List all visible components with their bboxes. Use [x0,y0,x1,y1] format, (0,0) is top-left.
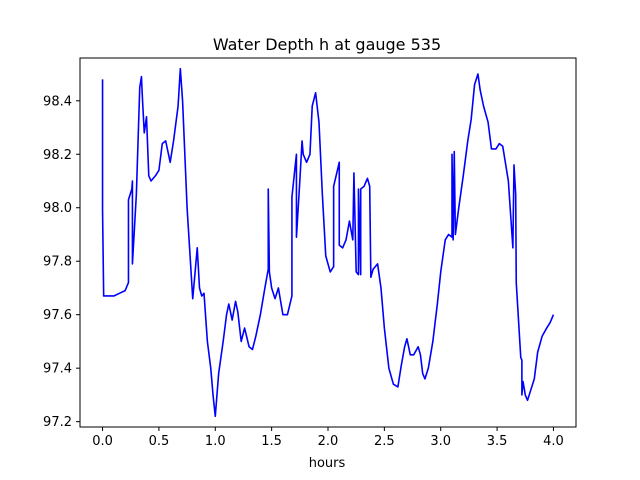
y-tick-label: 98.4 [43,94,72,109]
x-tick-label: 2.0 [318,434,339,449]
x-tick-label: 1.5 [261,434,282,449]
x-tick-label: 3.0 [430,434,451,449]
y-tick-label: 97.4 [43,362,72,377]
x-tick-label: 0.5 [149,434,170,449]
y-tick-label: 98.0 [43,201,72,216]
x-tick-label: 4.0 [543,434,564,449]
y-tick-label: 97.2 [43,415,72,430]
chart-title: Water Depth h at gauge 535 [213,35,441,54]
plot-area: 0.0 0.5 1.0 1.5 2.0 2.5 3.0 3.5 4.0 97.2 97.4 97.6 9… [43,57,577,449]
y-tick-label: 97.8 [43,255,72,270]
series-line-0 [101,67,555,418]
x-axis-label: hours [309,456,346,471]
y-tick-label: 97.6 [43,308,72,323]
x-tick-label: 1.0 [205,434,226,449]
y-tick-label: 98.2 [43,148,72,163]
x-tick-label: 3.5 [487,434,508,449]
x-tick-label: 2.5 [374,434,395,449]
x-tick-label: 0.0 [92,434,113,449]
